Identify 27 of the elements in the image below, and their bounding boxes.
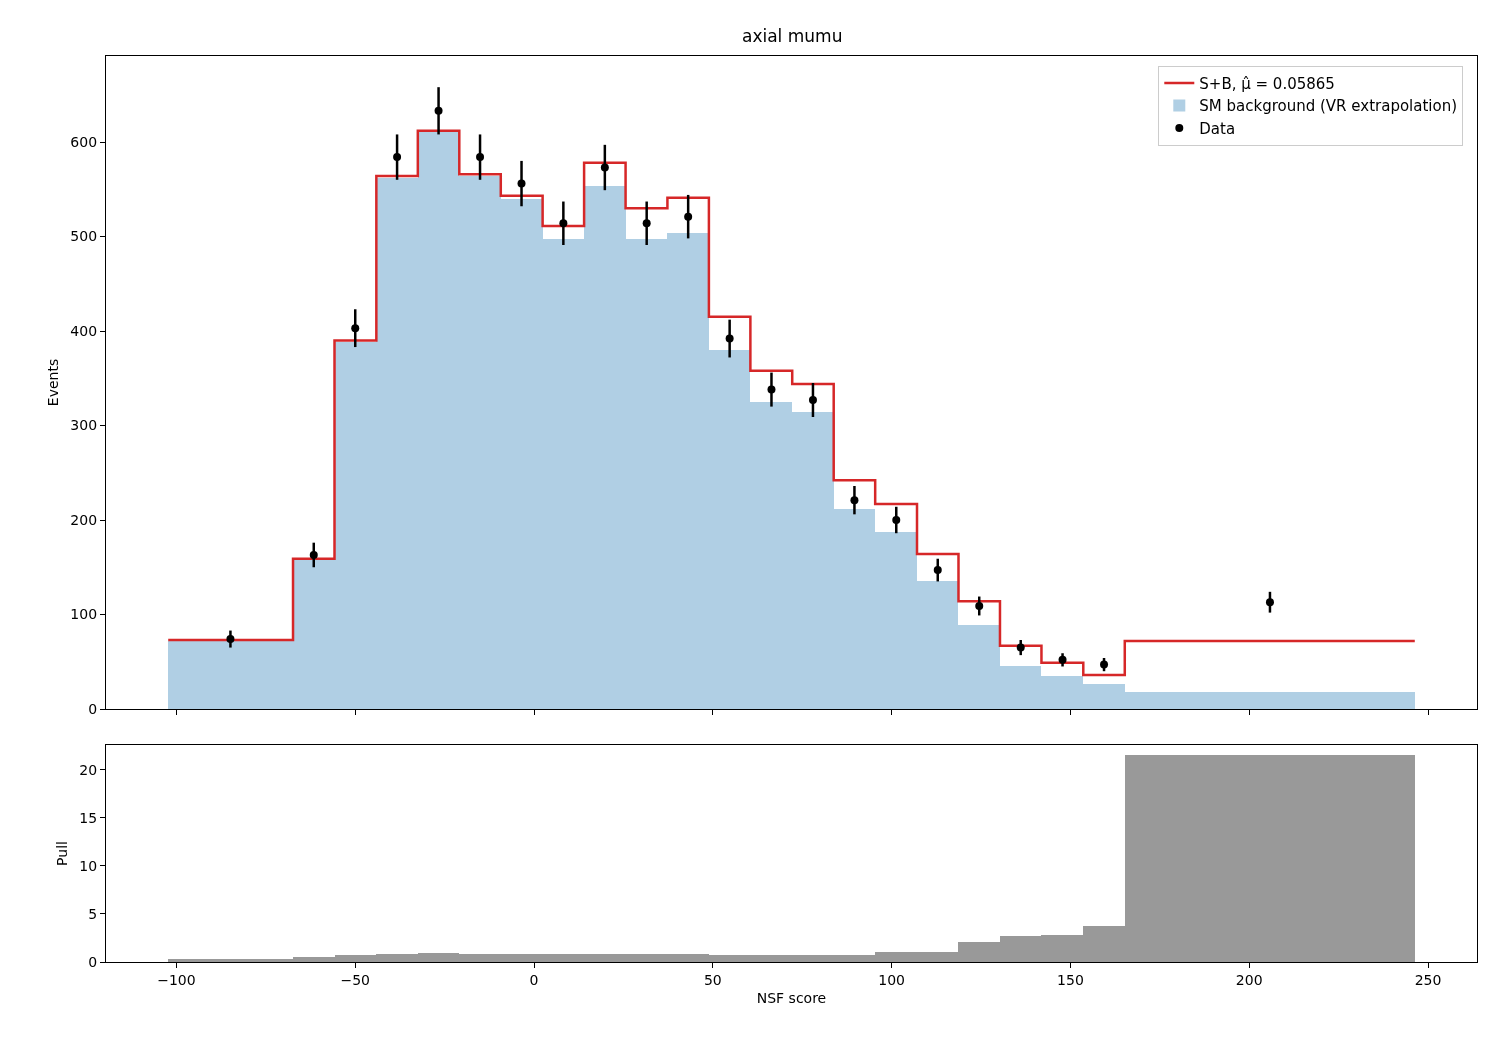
y-axis-title: Events: [44, 358, 61, 407]
y-tick-label: 15: [79, 809, 98, 826]
x-tick-label: 200: [1235, 971, 1263, 988]
legend-label: SM background (VR extrapolation): [1199, 97, 1458, 116]
legend-label: Data: [1199, 119, 1236, 138]
y-tick-label: 100: [70, 606, 98, 623]
y-tick-label: 20: [79, 761, 98, 778]
y-axis-title: Pull: [53, 841, 70, 866]
legend-label: S+B, μ̂ = 0.05865: [1199, 74, 1335, 93]
y-tick-label: 600: [70, 133, 98, 150]
y-tick-label: 0: [88, 700, 98, 717]
x-tick-label: 250: [1414, 971, 1442, 988]
x-tick-label: −100: [157, 971, 196, 988]
x-tick-label: 0: [529, 971, 539, 988]
chart-title: axial mumu: [742, 26, 843, 46]
y-tick-label: 500: [70, 228, 98, 245]
y-tick-label: 400: [70, 322, 98, 339]
y-tick-label: 300: [70, 417, 98, 434]
y-tick-label: 0: [88, 953, 98, 970]
y-tick-label: 10: [79, 857, 98, 874]
x-tick-label: −50: [340, 971, 371, 988]
x-tick-label: 100: [878, 971, 905, 988]
y-tick-label: 200: [70, 511, 98, 528]
x-tick-label: 150: [1057, 971, 1084, 988]
x-tick-label: 50: [703, 971, 722, 988]
x-axis-title: NSF score: [756, 990, 827, 1007]
y-tick-label: 5: [88, 905, 98, 922]
